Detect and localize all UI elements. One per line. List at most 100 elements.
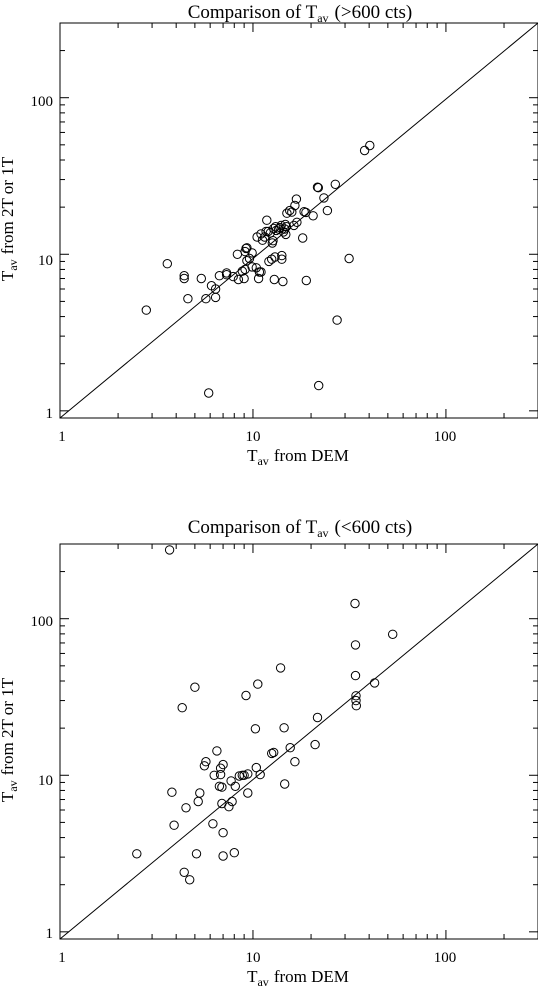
- chart-2-data-point: [275, 663, 286, 673]
- chart-2-data-point: [251, 762, 261, 773]
- chart-1-data-point: [278, 276, 288, 287]
- chart-1-data-point: [239, 273, 249, 284]
- chart-2-data-point: [132, 849, 142, 859]
- chart-1-ytick-label-100: 100: [31, 94, 54, 110]
- chart-1-data-point: [269, 274, 279, 285]
- chart-2-data-point: [351, 695, 361, 706]
- chart-1-data-point: [276, 220, 286, 231]
- chart-1-data-point: [264, 256, 274, 267]
- chart-2-data-point: [218, 828, 228, 838]
- chart-2: Comparison of Tav (<600 cts) 1 10 100 1 1…: [0, 517, 538, 989]
- chart-2-data-point: [218, 851, 228, 861]
- chart-2-data-point: [351, 701, 361, 711]
- chart-2-x-axis-label: Tav from DEM: [247, 967, 349, 989]
- chart-2-data-point: [179, 867, 189, 877]
- chart-2-data-point: [193, 796, 203, 807]
- chart-2-data-point: [243, 769, 253, 779]
- chart-2-data-point: [280, 779, 290, 789]
- chart-1-ytick-label-1: 1: [46, 406, 54, 422]
- chart-1-data-point: [247, 262, 257, 272]
- chart-1-data-point: [270, 252, 280, 262]
- chart-1-data-point: [141, 305, 152, 315]
- chart-2-data-point: [191, 849, 202, 859]
- chart-1-data-point: [365, 140, 375, 151]
- chart-1-data-point: [262, 215, 272, 225]
- chart-2-data-point: [279, 723, 289, 733]
- chart-2-data-point: [177, 703, 187, 713]
- chart-1-data-point: [301, 275, 311, 286]
- chart-2-ytick-label-10: 10: [38, 773, 53, 789]
- chart-2-xtick-label-1: 1: [58, 950, 66, 966]
- chart-2-data-point: [195, 788, 205, 798]
- chart-2-data-point: [241, 690, 251, 701]
- chart-1-data-point: [232, 249, 243, 260]
- chart-1-data-point: [285, 205, 295, 216]
- chart-1-data-point: [242, 243, 252, 253]
- chart-2-xtick-label-100: 100: [434, 950, 457, 966]
- chart-1-ytick-label-10: 10: [38, 253, 53, 269]
- chart-2-data-point: [388, 629, 398, 639]
- chart-2-data-point: [218, 759, 228, 770]
- chart-1-data-point: [228, 271, 238, 282]
- chart-2-data-point: [226, 776, 236, 786]
- chart-1-data-point: [267, 254, 277, 264]
- chart-1-data-point: [290, 200, 300, 211]
- chart-2-points: [132, 545, 398, 885]
- chart-1: Comparison of Tav (>600 cts) 1 10 100 1 1…: [0, 2, 538, 468]
- chart-2-reference-line: [59, 543, 538, 940]
- chart-2-data-point: [243, 788, 253, 798]
- chart-2-data-point: [167, 787, 177, 797]
- chart-1-data-point: [289, 220, 299, 231]
- chart-1-data-point: [268, 236, 278, 246]
- chart-1-ticks: [59, 22, 538, 419]
- chart-2-data-point: [185, 875, 195, 885]
- chart-2-data-point: [227, 796, 237, 807]
- chart-1-data-point: [201, 294, 211, 304]
- chart-2-data-point: [181, 803, 191, 813]
- chart-2-ticks: [59, 543, 538, 940]
- chart-2-data-point: [229, 848, 240, 858]
- chart-1-data-point: [319, 193, 329, 203]
- chart-1-data-point: [332, 315, 342, 325]
- chart-2-xtick-label-10: 10: [246, 950, 261, 966]
- chart-1-data-point: [314, 380, 324, 391]
- chart-2-data-point: [217, 782, 227, 792]
- chart-1-data-point: [237, 266, 248, 276]
- chart-1-data-point: [330, 179, 340, 190]
- chart-1-data-point: [253, 273, 264, 284]
- chart-1-data-point: [196, 273, 207, 284]
- chart-2-data-point: [212, 746, 222, 756]
- chart-2-data-point: [230, 781, 241, 791]
- chart-1-xtick-label-1: 1: [58, 429, 66, 445]
- chart-1-plot-frame: [59, 22, 538, 419]
- chart-1-data-point: [179, 271, 189, 281]
- chart-1-reference-line: [59, 22, 538, 419]
- chart-2-data-point: [208, 819, 218, 829]
- chart-1-data-point: [256, 267, 266, 277]
- chart-1-data-point: [247, 248, 257, 258]
- chart-1-data-point: [277, 254, 287, 264]
- chart-1-data-point: [244, 253, 255, 264]
- chart-2-data-point: [255, 769, 265, 780]
- chart-1-xtick-label-10: 10: [246, 429, 261, 445]
- chart-2-data-point: [209, 770, 219, 780]
- chart-2-data-point: [164, 545, 175, 555]
- chart-2-data-point: [250, 724, 261, 734]
- chart-1-points: [141, 140, 375, 398]
- chart-1-data-point: [241, 243, 251, 254]
- chart-2-ytick-label-1: 1: [46, 926, 54, 942]
- chart-1-data-point: [277, 250, 287, 261]
- chart-2-data-point: [253, 679, 263, 689]
- chart-2-data-point: [350, 640, 361, 650]
- chart-1-data-point: [204, 388, 214, 398]
- chart-2-title: Comparison of Tav (<600 cts): [188, 517, 413, 540]
- chart-1-data-point: [359, 145, 370, 156]
- chart-2-data-point: [310, 739, 320, 750]
- chart-2-data-point: [199, 761, 210, 771]
- chart-2-data-point: [285, 743, 295, 753]
- chart-1-data-point: [233, 274, 244, 285]
- chart-1-data-point: [210, 292, 221, 303]
- chart-2-data-point: [350, 670, 361, 681]
- chart-1-data-point: [282, 208, 292, 218]
